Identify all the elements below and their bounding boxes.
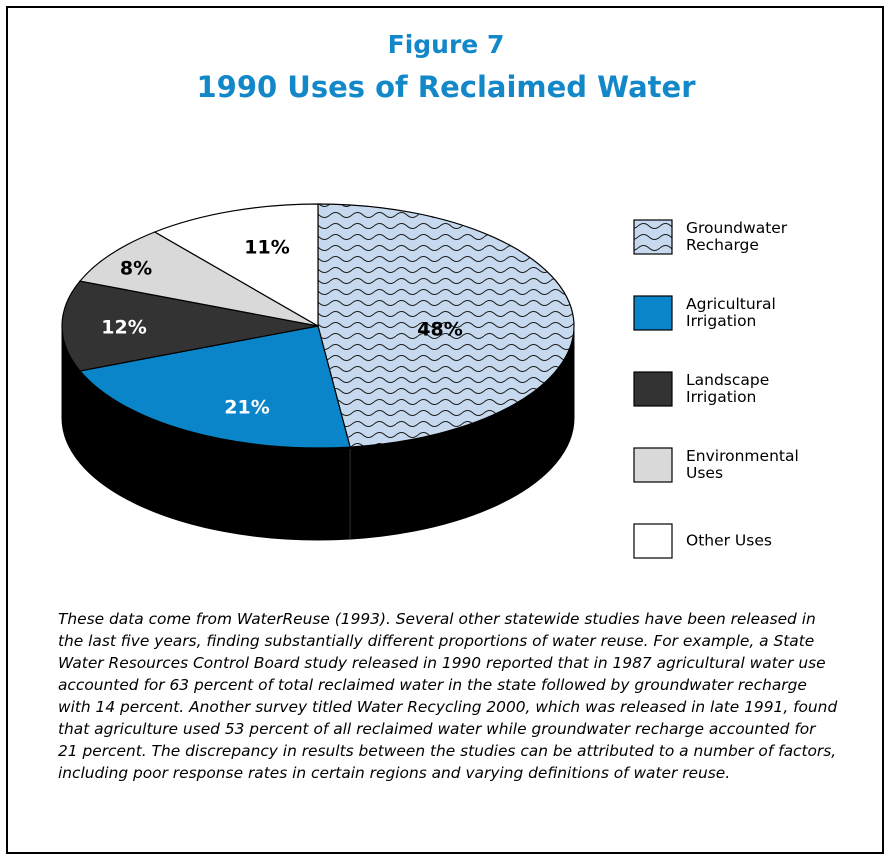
pie-slice-environmental-uses bbox=[78, 231, 319, 327]
legend-label-agricultural-irrigation: Irrigation bbox=[686, 312, 756, 330]
figure-caption: These data come from WaterReuse (1993). … bbox=[58, 610, 838, 782]
pie-label-agricultural-irrigation: 21% bbox=[224, 397, 269, 419]
pie-slice-landscape-irrigation bbox=[61, 280, 319, 372]
legend-label-landscape-irrigation: Landscape bbox=[686, 371, 769, 389]
legend-label-groundwater-recharge: Groundwater bbox=[686, 219, 788, 237]
pie-label-groundwater-recharge: 48% bbox=[417, 319, 462, 341]
legend-label-environmental-uses: Uses bbox=[686, 464, 723, 482]
figure-number: Figure 7 bbox=[387, 30, 505, 59]
legend: GroundwaterRechargeAgriculturalIrrigatio… bbox=[633, 219, 799, 559]
legend-label-groundwater-recharge: Recharge bbox=[686, 236, 759, 254]
pie-slice-other-uses bbox=[153, 203, 319, 328]
legend-swatch-groundwater-recharge bbox=[633, 219, 673, 255]
legend-swatch-other-uses bbox=[633, 523, 673, 559]
pie-label-other-uses: 11% bbox=[244, 237, 289, 259]
figure-title: 1990 Uses of Reclaimed Water bbox=[196, 70, 696, 104]
pie-slice-agricultural-irrigation bbox=[78, 325, 351, 449]
legend-label-other-uses: Other Uses bbox=[686, 532, 772, 550]
legend-label-environmental-uses: Environmental bbox=[686, 447, 799, 465]
legend-swatch-landscape-irrigation bbox=[633, 371, 673, 407]
legend-swatch-environmental-uses bbox=[633, 447, 673, 483]
legend-item-other-uses: Other Uses bbox=[633, 523, 772, 559]
pie-top bbox=[61, 203, 575, 449]
pie-slice-groundwater-recharge bbox=[317, 203, 575, 448]
legend-label-landscape-irrigation: Irrigation bbox=[686, 388, 756, 406]
legend-label-agricultural-irrigation: Agricultural bbox=[686, 295, 776, 313]
pie-label-landscape-irrigation: 12% bbox=[101, 317, 146, 339]
legend-swatch-agricultural-irrigation bbox=[633, 295, 673, 331]
pie-labels: 48% 21% 12% 8% 11% bbox=[101, 237, 462, 419]
pie-label-environmental-uses: 8% bbox=[120, 258, 152, 280]
